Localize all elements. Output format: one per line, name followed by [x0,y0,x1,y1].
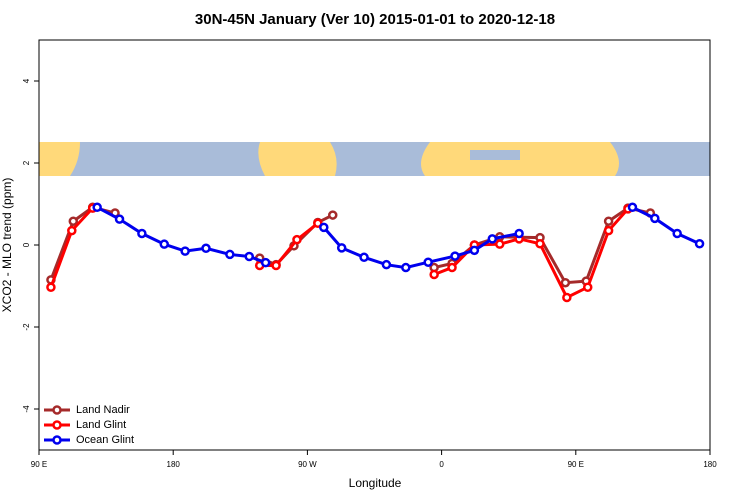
map-strip [39,142,710,176]
x-axis-label: Longitude [349,476,402,490]
data-point [92,202,102,213]
data-point [336,243,347,253]
data-point [560,277,571,288]
data-point [401,262,411,273]
data-point [137,228,147,239]
y-axis-label: XCO2 - MLO trend (ppm) [0,178,14,313]
x-tick-label: 180 [703,460,717,469]
y-tick-label: 0 [22,242,31,247]
y-tick-label: -2 [22,323,31,331]
data-point [244,251,254,262]
series [46,203,633,303]
data-point [313,218,323,229]
data-point [603,216,614,226]
series-line [96,205,701,270]
data-point [67,225,77,236]
data-point [260,257,271,268]
x-tick-label: 90 E [568,460,584,469]
data-point [447,262,457,273]
data-point [292,234,302,245]
data-point [429,269,439,280]
data-point [672,228,682,239]
data-point [603,225,614,236]
series [92,202,705,273]
legend-label: Ocean Glint [76,434,134,446]
data-point [469,245,480,256]
data-point [423,257,433,267]
data-point [68,216,79,226]
series-line [49,205,651,285]
data-point [225,249,235,260]
data-point [514,228,524,239]
series [46,202,656,288]
data-point [201,243,211,254]
data-point [582,282,593,292]
data-point [159,239,170,249]
series-line [49,207,630,300]
x-tick-label: 0 [439,460,444,469]
y-tick-label: 2 [22,160,31,165]
legend-label: Land Glint [76,419,126,431]
data-point [271,260,281,271]
data-point [535,239,545,249]
data-point [694,239,705,249]
data-point [381,259,392,270]
data-point [450,251,460,261]
legend-marker [52,405,62,415]
data-point [487,234,498,244]
x-tick-label: 90 W [298,460,317,469]
data-point [650,213,660,224]
data-point [627,202,638,213]
data-point [562,292,572,303]
y-tick-label: 4 [22,78,31,83]
y-tick-label: -4 [22,405,31,413]
data-point [359,252,369,263]
data-point [495,239,505,249]
x-tick-label: 90 E [31,460,47,469]
legend-marker [52,420,62,430]
data-point [46,282,56,292]
data-point [327,210,338,220]
chart-title: 30N-45N January (Ver 10) 2015-01-01 to 2… [195,11,555,28]
legend-label: Land Nadir [76,404,130,416]
legend-marker [52,435,62,445]
data-point [114,214,125,224]
plot-frame [38,39,711,451]
x-tick-label: 180 [167,460,181,469]
data-point [180,246,190,256]
data-point [319,222,329,233]
